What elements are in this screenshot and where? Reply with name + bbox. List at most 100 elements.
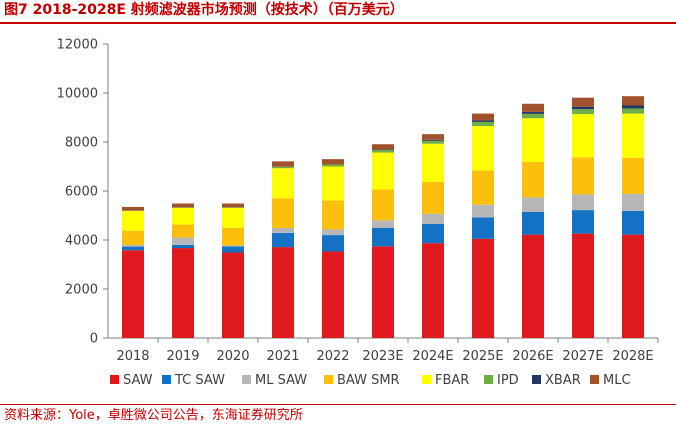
bar-segment <box>422 213 444 224</box>
bar-segment <box>272 166 294 169</box>
bar-segment <box>522 234 544 338</box>
bar-segment <box>622 210 644 235</box>
x-tick-label: 2021 <box>266 349 299 364</box>
bar-segment <box>622 234 644 338</box>
bar-segment <box>272 161 294 167</box>
bar-segment <box>122 210 144 231</box>
legend-label: FBAR <box>435 373 469 388</box>
bar-segment <box>472 217 494 239</box>
source-note: 资料来源：Yole，卓胜微公司公告，东海证券研究所 <box>4 408 303 423</box>
x-tick-label: 2025E <box>462 349 503 364</box>
x-tick-label: 2020 <box>216 349 249 364</box>
bar-segment <box>322 229 344 236</box>
bar-segment <box>622 105 644 109</box>
y-tick-label: 6000 <box>65 185 98 200</box>
legend-label: MLC <box>603 373 631 388</box>
bar-segment <box>122 250 144 338</box>
figure-title: 图7 2018-2028E 射频滤波器市场预测（按技术）（百万美元） <box>4 2 404 18</box>
source-divider <box>0 404 676 405</box>
legend-label: BAW SMR <box>337 373 400 388</box>
legend-swatch <box>422 375 431 384</box>
bar-segment <box>222 207 244 228</box>
bar-segment <box>372 246 394 338</box>
x-tick-label: 2018 <box>116 349 149 364</box>
bar-segment <box>372 189 394 221</box>
bar-segment <box>622 157 644 194</box>
title-divider <box>0 22 676 24</box>
bar-segment <box>572 233 594 338</box>
bar-segment <box>572 106 594 110</box>
y-tick-label: 8000 <box>65 136 98 151</box>
bar-segment <box>222 227 244 246</box>
bar-segment <box>272 198 294 228</box>
bar-segment <box>222 252 244 338</box>
y-tick-label: 4000 <box>65 234 98 249</box>
bar-segment <box>572 109 594 115</box>
bar-segment <box>522 211 544 235</box>
legend-swatch <box>484 375 493 384</box>
bar-segment <box>422 181 444 214</box>
bar-segment <box>372 144 394 150</box>
bar-segment <box>422 140 444 144</box>
bar-segment <box>472 113 494 121</box>
bar-segment <box>622 96 644 106</box>
bar-segment <box>422 139 444 141</box>
y-tick-label: 12000 <box>57 38 98 53</box>
bar-segment <box>622 193 644 211</box>
bar-segment <box>222 203 244 208</box>
bar-segment <box>322 159 344 165</box>
bar-segment <box>472 204 494 218</box>
legend-label: SAW <box>123 373 153 388</box>
bar-segment <box>322 200 344 230</box>
x-tick-label: 2023E <box>362 349 403 364</box>
x-tick-label: 2028E <box>612 349 653 364</box>
legend-swatch <box>110 375 119 384</box>
bar-segment <box>222 245 244 247</box>
bar-segment <box>222 246 244 253</box>
x-tick-label: 2027E <box>562 349 603 364</box>
bar-segment <box>272 232 294 248</box>
bar-segment <box>572 114 594 158</box>
bar-segment <box>172 237 194 245</box>
bar-segment <box>572 210 594 234</box>
bar-segment <box>122 246 144 251</box>
bar-segment <box>572 157 594 195</box>
bar-segment <box>322 166 344 201</box>
bar-segment <box>522 103 544 112</box>
bar-segment <box>272 227 294 233</box>
bar-segment <box>422 134 444 140</box>
bar-segment <box>522 197 544 212</box>
bar-segment <box>122 244 144 247</box>
x-tick-label: 2024E <box>412 349 453 364</box>
bar-segment <box>522 161 544 198</box>
bar-segment <box>322 164 344 167</box>
bar-segment <box>172 224 194 238</box>
bar-segment <box>172 248 194 338</box>
legend-swatch <box>242 375 251 384</box>
legend-swatch <box>162 375 171 384</box>
x-tick-label: 2026E <box>512 349 553 364</box>
bar-segment <box>272 247 294 338</box>
bar-segment <box>522 118 544 162</box>
legend-label: IPD <box>497 373 519 388</box>
bar-segment <box>572 97 594 107</box>
bar-segment <box>122 206 144 211</box>
bar-segment <box>422 223 444 244</box>
legend-swatch <box>590 375 599 384</box>
bar-segment <box>622 108 644 114</box>
bar-segment <box>522 113 544 119</box>
stacked-bar-chart: 0 2000 4000 6000 8000 10000 12000 2018 2019 2020 2… <box>57 38 659 388</box>
bar-segment <box>322 235 344 252</box>
bar-segment <box>472 121 494 127</box>
y-tick-label: 0 <box>90 332 98 347</box>
chart-container: 0 2000 4000 6000 8000 10000 12000 2018 2019 2020 2… <box>0 28 676 400</box>
bar-segment <box>572 194 594 211</box>
bar-segment <box>172 207 194 225</box>
bar-segment <box>322 251 344 338</box>
x-tick-label: 2019 <box>166 349 199 364</box>
bar-segment <box>372 152 394 190</box>
y-tick-label: 10000 <box>57 87 98 102</box>
bar-segment <box>472 170 494 205</box>
bar-segment <box>522 111 544 114</box>
bar-segment <box>172 203 194 208</box>
